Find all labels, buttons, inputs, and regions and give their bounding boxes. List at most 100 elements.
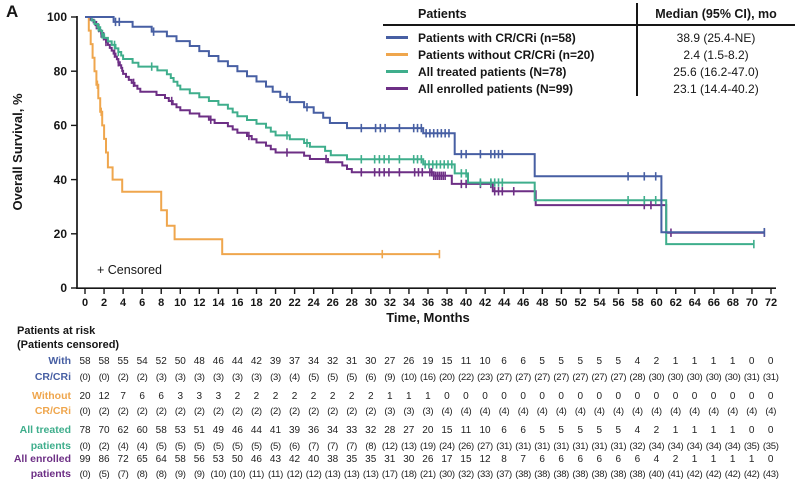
x-axis-ticks: 0 2 4 6 8 10 12 14 16 18 20 22 24 26 28 30 32 34 36 38 40 42 4… <box>82 289 777 309</box>
x-tick-label: 22 <box>288 297 300 309</box>
at-risk-count: 0 <box>748 356 755 367</box>
at-risk-count: 1 <box>672 425 679 436</box>
at-risk-count: 46 <box>250 453 262 465</box>
censored-count: (27) <box>553 371 570 383</box>
at-risk-count: 65 <box>136 453 148 465</box>
legend-line-swatch <box>386 53 408 56</box>
at-risk-count: 28 <box>384 425 396 436</box>
at-risk-count: 1 <box>729 425 736 436</box>
at-risk-count: 58 <box>79 356 91 367</box>
censored-count: (2) <box>308 406 319 417</box>
at-risk-count: 12 <box>479 453 491 465</box>
legend-median-value: 25.6 (16.2-47.0) <box>673 64 759 79</box>
at-risk-count: 52 <box>155 356 167 367</box>
survival-curves <box>85 16 766 259</box>
censored-count: (4) <box>727 406 738 417</box>
legend-header: Patients Median (95% CI), mo <box>383 3 795 26</box>
x-tick-label: 28 <box>346 297 358 309</box>
risk-group-values: 99 86 72 65 64 58 56 53 50 46 43 42 40 38 35 35 31 30 26 17… <box>76 452 781 481</box>
censored-count: (0) <box>79 371 91 383</box>
censored-count: (27) <box>496 371 512 383</box>
censored-count: (28) <box>629 371 646 383</box>
censored-count: (31) <box>496 440 512 452</box>
at-risk-count: 26 <box>422 453 434 465</box>
censored-count: (31) <box>591 440 608 452</box>
series-curve-1 <box>85 16 440 256</box>
censored-count: (12) <box>305 469 322 480</box>
censored-count: (38) <box>610 469 627 480</box>
risk-group-label-line1: All treated <box>19 424 71 436</box>
at-risk-header: Patients at risk (Patients censored) <box>17 325 119 352</box>
censored-count: (3) <box>270 371 281 383</box>
at-risk-count: 1 <box>691 356 698 367</box>
censored-count: (9) <box>384 371 396 383</box>
at-risk-count: 6 <box>558 453 564 465</box>
censored-count: (10) <box>229 469 246 480</box>
x-tick-label: 8 <box>158 297 164 309</box>
censored-count: (13) <box>400 440 417 452</box>
at-risk-count: 5 <box>596 425 603 436</box>
censored-count: (4) <box>441 406 453 417</box>
at-risk-count: 5 <box>558 425 564 436</box>
at-risk-count: 43 <box>269 453 282 465</box>
censored-count: (31) <box>515 440 531 452</box>
censored-note: + Censored <box>97 263 162 277</box>
censored-count: (8) <box>365 440 377 452</box>
x-tick-label: 60 <box>651 297 663 309</box>
legend-line-swatch <box>386 70 408 73</box>
at-risk-count: 3 <box>215 390 222 402</box>
at-risk-count: 0 <box>501 390 507 402</box>
risk-group-label-line1: Without <box>32 389 71 402</box>
series-curve-2 <box>85 16 754 246</box>
censored-count: (19) <box>420 440 436 452</box>
at-risk-count: 6 <box>501 425 507 436</box>
series-curve-0 <box>85 16 765 234</box>
censored-count: (6) <box>365 371 377 383</box>
censored-count: (31) <box>572 440 589 452</box>
at-risk-count: 50 <box>174 356 186 367</box>
at-risk-count: 4 <box>653 453 660 465</box>
censored-count: (4) <box>289 371 300 383</box>
at-risk-count: 78 <box>79 425 91 436</box>
y-tick-label: 20 <box>54 227 68 241</box>
censored-count: (2) <box>117 406 129 417</box>
at-risk-count: 6 <box>615 453 622 465</box>
at-risk-count: 0 <box>539 390 545 402</box>
censored-count: (6) <box>289 440 300 452</box>
at-risk-header-line2: (Patients censored) <box>17 338 120 351</box>
at-risk-count: 20 <box>422 425 434 436</box>
legend-line-swatch <box>386 36 408 39</box>
at-risk-count: 51 <box>193 425 205 436</box>
at-risk-count: 44 <box>250 425 262 436</box>
censored-count: (4) <box>117 440 129 452</box>
censored-count: (4) <box>479 406 491 417</box>
censored-count: (4) <box>670 406 681 417</box>
censored-count: (4) <box>765 406 777 417</box>
censored-count: (7) <box>308 440 319 452</box>
at-risk-count: 7 <box>520 453 526 465</box>
at-risk-count: 0 <box>767 453 774 465</box>
at-risk-count: 70 <box>98 425 110 436</box>
censored-count: (2) <box>212 406 224 417</box>
censored-count: (31) <box>762 371 779 383</box>
x-axis-title: Time, Months <box>386 310 470 325</box>
at-risk-count: 54 <box>136 356 148 367</box>
censored-count: (35) <box>743 440 760 452</box>
x-tick-label: 32 <box>384 297 396 309</box>
censored-count: (38) <box>572 469 589 480</box>
censored-count: (42) <box>705 469 722 480</box>
censored-count: (9) <box>174 469 186 480</box>
at-risk-count: 1 <box>691 425 698 436</box>
at-risk-count: 0 <box>767 425 774 436</box>
legend-median-value: 38.9 (25.4-NE) <box>676 30 756 45</box>
x-tick-label: 14 <box>212 297 225 309</box>
censored-count: (3) <box>155 371 167 383</box>
censored-count: (4) <box>498 406 510 417</box>
censored-count: (42) <box>724 469 741 480</box>
at-risk-count: 2 <box>253 390 260 402</box>
x-tick-label: 38 <box>441 297 453 309</box>
at-risk-count: 27 <box>384 356 396 367</box>
legend-col-patients: Patients <box>418 6 467 21</box>
at-risk-count: 15 <box>441 356 453 367</box>
censored-count: (2) <box>98 406 110 417</box>
